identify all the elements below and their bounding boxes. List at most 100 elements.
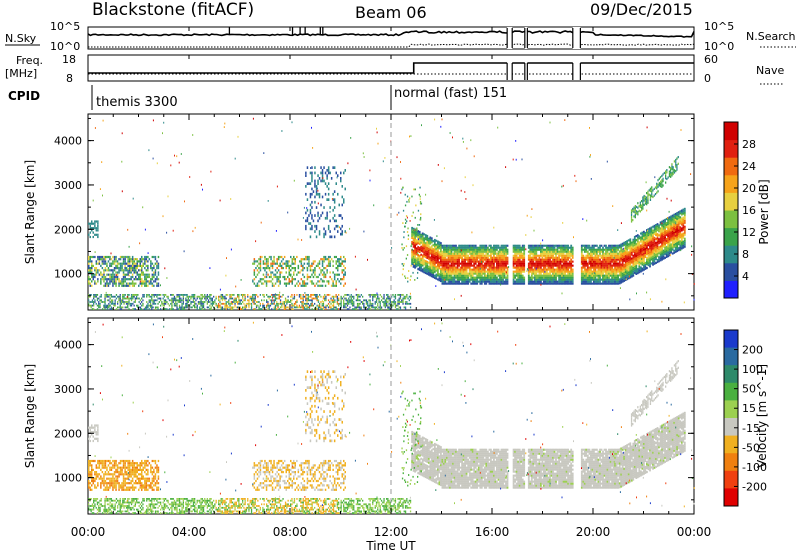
data-cell [101, 275, 104, 279]
data-cell [348, 299, 350, 302]
data-cell [638, 271, 641, 274]
data-cell [636, 262, 639, 265]
data-cell [682, 224, 685, 227]
data-cell [353, 301, 355, 303]
data-cell [268, 297, 270, 300]
data-cell [148, 294, 150, 296]
data-cell [218, 297, 220, 300]
data-cell [273, 306, 275, 309]
data-cell [661, 256, 663, 259]
data-cell [583, 268, 586, 271]
data-cell [640, 266, 642, 269]
data-cell [635, 269, 638, 272]
data-cell [404, 193, 406, 196]
data-cell [378, 299, 380, 302]
data-cell [240, 294, 243, 296]
data-cell [582, 264, 585, 267]
data-cell [555, 244, 557, 247]
data-cell [657, 179, 659, 182]
data-cell [556, 262, 559, 265]
data-cell [487, 256, 489, 259]
data-cell [238, 294, 240, 296]
data-cell [568, 280, 571, 283]
data-cell [533, 250, 536, 253]
data-cell [113, 269, 116, 272]
data-cell [620, 275, 623, 278]
data-cell [152, 302, 154, 305]
data-cell [95, 220, 98, 223]
data-cell [330, 299, 332, 302]
data-cell [453, 266, 456, 269]
data-cell [109, 282, 111, 285]
data-cell [543, 264, 545, 267]
data-cell [621, 264, 624, 267]
data-cell [523, 268, 526, 271]
data-cell [646, 233, 648, 236]
data-cell [477, 272, 480, 275]
data-cell [429, 268, 432, 271]
data-cell [544, 282, 547, 285]
data-cell [305, 304, 307, 307]
data-cell [458, 244, 460, 247]
data-cell [420, 249, 423, 252]
data-cell [473, 254, 476, 257]
data-cell [148, 301, 150, 303]
data-cell [617, 270, 619, 273]
data-cell [571, 256, 574, 259]
data-cell [367, 304, 369, 307]
data-cell [321, 304, 323, 307]
data-cell [662, 221, 665, 224]
data-cell [626, 254, 629, 257]
data-cell [532, 280, 535, 283]
data-cell [127, 278, 129, 281]
data-cell [91, 299, 94, 302]
data-cell [490, 248, 492, 251]
data-cell [453, 262, 456, 265]
data-cell [541, 270, 544, 273]
data-cell [550, 262, 553, 265]
data-cell [239, 306, 241, 309]
data-cell [461, 256, 463, 259]
data-cell [632, 272, 635, 275]
data-cell [206, 302, 208, 305]
data-cell [103, 260, 105, 263]
data-cell [411, 230, 413, 233]
data-cell [157, 262, 160, 265]
data-cell [643, 246, 645, 249]
data-cell [142, 280, 144, 283]
data-cell [341, 297, 344, 300]
data-cell [674, 234, 677, 237]
data-cell [446, 244, 448, 247]
data-cell [650, 256, 653, 259]
data-cell [282, 302, 284, 305]
data-cell [97, 229, 99, 232]
data-cell [614, 270, 616, 273]
data-cell [411, 226, 413, 229]
data-cell [647, 192, 649, 195]
data-cell [281, 304, 283, 307]
data-cell [562, 252, 565, 255]
data-cell [332, 306, 335, 309]
freq-unit-label: [MHz] [5, 67, 37, 80]
data-cell [417, 260, 420, 263]
data-cell [599, 254, 601, 257]
data-cell [112, 299, 114, 302]
data-cell [550, 280, 553, 283]
data-cell [98, 262, 101, 265]
data-cell [561, 264, 563, 267]
data-cell [497, 270, 500, 273]
data-cell [409, 279, 411, 281]
data-cell [590, 260, 592, 263]
data-cell [675, 165, 677, 168]
data-cell [97, 258, 99, 261]
data-cell [670, 233, 673, 236]
data-cell [129, 304, 131, 307]
data-cell [125, 302, 128, 305]
data-cell [680, 223, 683, 226]
data-cell [437, 258, 439, 261]
data-cell [262, 306, 264, 309]
data-cell [506, 260, 509, 263]
data-cell [109, 275, 111, 279]
data-cell [494, 248, 497, 251]
data-cell [556, 244, 559, 247]
